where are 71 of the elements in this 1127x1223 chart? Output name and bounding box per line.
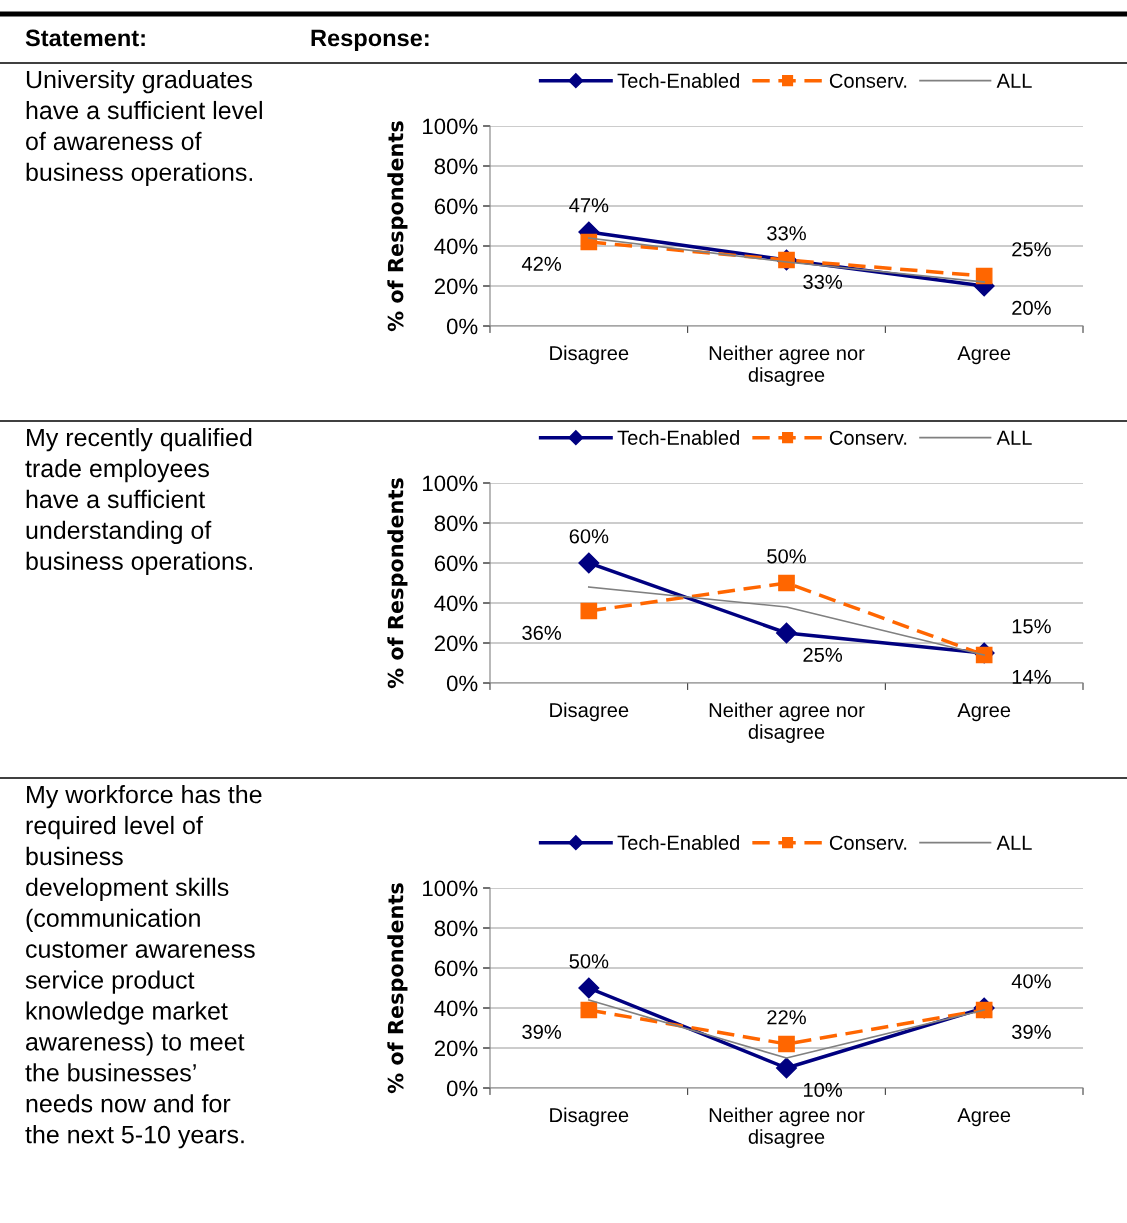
point: [580, 602, 598, 620]
y-axis-title: % of Respondents: [387, 883, 408, 1094]
text: Statement:: [25, 29, 145, 47]
y-tick-label: 0%: [446, 318, 478, 335]
point: [775, 622, 798, 644]
x-tick-label: Neither agree nor disagree: [709, 702, 865, 743]
legend-label: ALL: [996, 73, 1032, 88]
y-tick-label: 60%: [434, 555, 478, 572]
legend-label: Conserv.: [829, 73, 907, 88]
text: Response:: [311, 29, 429, 51]
y-tick-label: 60%: [434, 198, 478, 215]
x-tick-label: Agree: [957, 1108, 1011, 1127]
data-label: 50%: [767, 549, 806, 564]
data-label: 40%: [1011, 974, 1051, 989]
y-tick-label: 100%: [423, 118, 478, 135]
point: [580, 233, 598, 251]
data-label: 15%: [1012, 619, 1051, 634]
text: My recently qualified trade employees have a sufficient understanding of business operations.: [25, 428, 253, 575]
y-tick-label: 80%: [434, 158, 478, 175]
x-tick-label: Disagree: [550, 1107, 629, 1127]
y-axis-title: % of Respondents: [387, 478, 408, 689]
y-tick-label: 20%: [434, 278, 478, 295]
legend-label: Conserv.: [829, 835, 907, 850]
data-label: 47%: [569, 198, 609, 213]
y-tick-label: 80%: [434, 515, 478, 532]
data-label: 10%: [803, 1082, 843, 1098]
legend-label: ALL: [996, 430, 1032, 445]
data-label: 36%: [522, 625, 562, 641]
y-tick-label: 40%: [434, 595, 478, 612]
data-label: 22%: [767, 1010, 806, 1025]
y-tick-label: 80%: [434, 920, 478, 937]
text: My workforce has the required level of business development skills (communication customer awareness service product knowledge market awareness) to meet the businesses’ needs now and for the next 5-10 years.: [25, 785, 262, 1149]
x-tick-label: Neither agree nor disagree: [709, 1107, 865, 1148]
x-tick-label: Disagree: [550, 702, 629, 722]
data-label: 20%: [1012, 300, 1051, 316]
y-tick-label: 40%: [434, 1000, 478, 1017]
legend-label: Conserv.: [829, 430, 907, 445]
y-tick-label: 20%: [434, 1040, 478, 1057]
y-tick-label: 20%: [434, 635, 478, 652]
point: [580, 1001, 598, 1019]
y-axis-title: % of Respondents: [387, 121, 408, 332]
point: [778, 1035, 795, 1053]
y-tick-label: 60%: [434, 960, 478, 977]
point: [778, 574, 795, 592]
y-tick-label: 0%: [446, 1080, 478, 1097]
data-label: 14%: [1012, 669, 1051, 684]
legend-label: Tech-Enabled: [617, 835, 739, 850]
data-label: 25%: [803, 647, 843, 663]
y-tick-label: 0%: [446, 675, 478, 692]
data-label: 33%: [767, 226, 806, 241]
x-tick-label: Agree: [957, 703, 1011, 722]
data-label: 39%: [522, 1024, 562, 1040]
y-tick-label: 100%: [423, 880, 478, 897]
data-label: 60%: [569, 529, 609, 544]
x-tick-label: Disagree: [550, 345, 629, 365]
point: [578, 552, 600, 574]
y-tick-label: 100%: [423, 475, 478, 492]
data-label: 25%: [1012, 242, 1051, 257]
y-tick-label: 40%: [434, 238, 478, 255]
legend-label: ALL: [996, 835, 1032, 850]
x-tick-label: Neither agree nor disagree: [709, 345, 865, 386]
data-label: 39%: [1012, 1024, 1051, 1040]
x-tick-label: Agree: [957, 346, 1011, 365]
data-label: 50%: [569, 954, 609, 969]
text: University graduates have a sufficient level of awareness of business operations.: [26, 70, 262, 187]
legend-label: Tech-Enabled: [617, 430, 739, 445]
data-label: 33%: [803, 274, 843, 290]
point: [578, 977, 600, 999]
point: [775, 1057, 798, 1079]
data-label: 42%: [521, 256, 562, 271]
legend-label: Tech-Enabled: [617, 73, 739, 88]
